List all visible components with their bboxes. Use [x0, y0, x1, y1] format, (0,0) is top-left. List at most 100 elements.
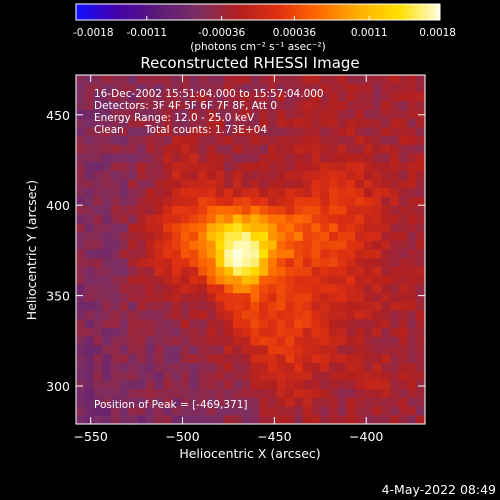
- heatmap-cell: [363, 319, 374, 329]
- heatmap-cell: [398, 336, 409, 347]
- heatmap-cell: [171, 319, 182, 329]
- heatmap-cell: [233, 319, 243, 329]
- heatmap-cell: [320, 170, 330, 181]
- heatmap-cell: [294, 389, 304, 399]
- heatmap-cell: [302, 415, 313, 425]
- heatmap-cell: [320, 336, 330, 347]
- heatmap-cell: [128, 188, 138, 198]
- heatmap-cell: [285, 354, 295, 364]
- heatmap-cell: [407, 275, 417, 285]
- heatmap-cell: [311, 83, 321, 94]
- heatmap-cell: [76, 232, 86, 242]
- heatmap-cell: [267, 266, 278, 277]
- heatmap-cell: [76, 197, 86, 207]
- heatmap-cell: [407, 249, 417, 259]
- heatmap-cell: [363, 371, 374, 381]
- heatmap-cell: [372, 179, 382, 190]
- heatmap-cell: [267, 92, 278, 102]
- heatmap-cell: [337, 310, 348, 320]
- heatmap-cell: [180, 293, 191, 303]
- heatmap-cell: [76, 170, 86, 181]
- heatmap-cell: [259, 144, 269, 155]
- heatmap-cell: [267, 345, 278, 355]
- heatmap-cell: [189, 214, 199, 224]
- heatmap-cell: [137, 214, 147, 224]
- heatmap-cell: [102, 127, 112, 137]
- heatmap-cell: [390, 362, 400, 373]
- heatmap-cell: [294, 83, 304, 94]
- heatmap-cell: [154, 214, 164, 224]
- heatmap-cell: [163, 162, 173, 172]
- heatmap-cell: [267, 380, 278, 390]
- heatmap-cell: [250, 336, 260, 347]
- x-tick-label: −450: [257, 429, 291, 444]
- heatmap-cell: [416, 223, 426, 233]
- heatmap-cell: [233, 162, 243, 172]
- heatmap-cell: [84, 293, 95, 303]
- heatmap-cell: [302, 162, 313, 172]
- heatmap-cell: [390, 118, 400, 128]
- heatmap-cell: [180, 310, 191, 320]
- heatmap-cell: [137, 240, 147, 251]
- heatmap-cell: [259, 310, 269, 320]
- heatmap-cell: [250, 136, 260, 146]
- heatmap-cell: [363, 136, 374, 146]
- heatmap-cell: [390, 223, 400, 233]
- heatmap-cell: [355, 249, 365, 259]
- heatmap-cell: [407, 319, 417, 329]
- heatmap-cell: [241, 109, 252, 120]
- heatmap-cell: [180, 197, 191, 207]
- heatmap-cell: [154, 153, 164, 163]
- heatmap-cell: [337, 240, 348, 251]
- heatmap-cell: [320, 415, 330, 425]
- heatmap-cell: [302, 240, 313, 251]
- heatmap-cell: [355, 118, 365, 128]
- heatmap-cell: [311, 371, 321, 381]
- heatmap-cell: [224, 170, 234, 181]
- heatmap-cell: [189, 354, 199, 364]
- heatmap-cell: [381, 293, 391, 303]
- heatmap-cell: [294, 301, 304, 312]
- heatmap-cell: [233, 249, 243, 259]
- heatmap-cell: [259, 92, 269, 102]
- heatmap-cell: [110, 354, 121, 364]
- heatmap-cell: [363, 170, 374, 181]
- heatmap-cell: [224, 83, 234, 94]
- heatmap-cell: [346, 75, 356, 85]
- heatmap-cell: [233, 380, 243, 390]
- heatmap-cell: [224, 214, 234, 224]
- heatmap-cell: [372, 92, 382, 102]
- heatmap-cell: [102, 389, 112, 399]
- heatmap-cell: [302, 371, 313, 381]
- heatmap-cell: [215, 266, 225, 277]
- heatmap-cell: [416, 293, 426, 303]
- heatmap-cell: [154, 240, 164, 251]
- heatmap-cell: [267, 336, 278, 347]
- heatmap-cell: [267, 153, 278, 163]
- heatmap-cell: [233, 75, 243, 85]
- heatmap-cell: [267, 406, 278, 416]
- heatmap-cell: [119, 319, 129, 329]
- heatmap-cell: [93, 240, 103, 251]
- heatmap-cell: [76, 162, 86, 172]
- heatmap-cell: [119, 258, 129, 268]
- heatmap-cell: [276, 197, 286, 207]
- heatmap-cell: [189, 118, 199, 128]
- heatmap-cell: [145, 197, 156, 207]
- heatmap-cell: [398, 328, 409, 338]
- heatmap-cell: [329, 127, 339, 137]
- heatmap-cell: [407, 389, 417, 399]
- x-axis-ticks: −550 −500 −450 −400: [74, 75, 383, 444]
- heatmap-cell: [137, 223, 147, 233]
- heatmap-cell: [154, 284, 164, 294]
- heatmap-cell: [145, 258, 156, 268]
- heatmap-cell: [145, 328, 156, 338]
- heatmap-cell: [259, 232, 269, 242]
- heatmap-cell: [372, 127, 382, 137]
- heatmap-cell: [163, 232, 173, 242]
- heatmap-cell: [233, 101, 243, 111]
- heatmap-cell: [355, 371, 365, 381]
- heatmap-cell: [180, 144, 191, 155]
- heatmap-cell: [285, 197, 295, 207]
- heatmap-cell: [84, 223, 95, 233]
